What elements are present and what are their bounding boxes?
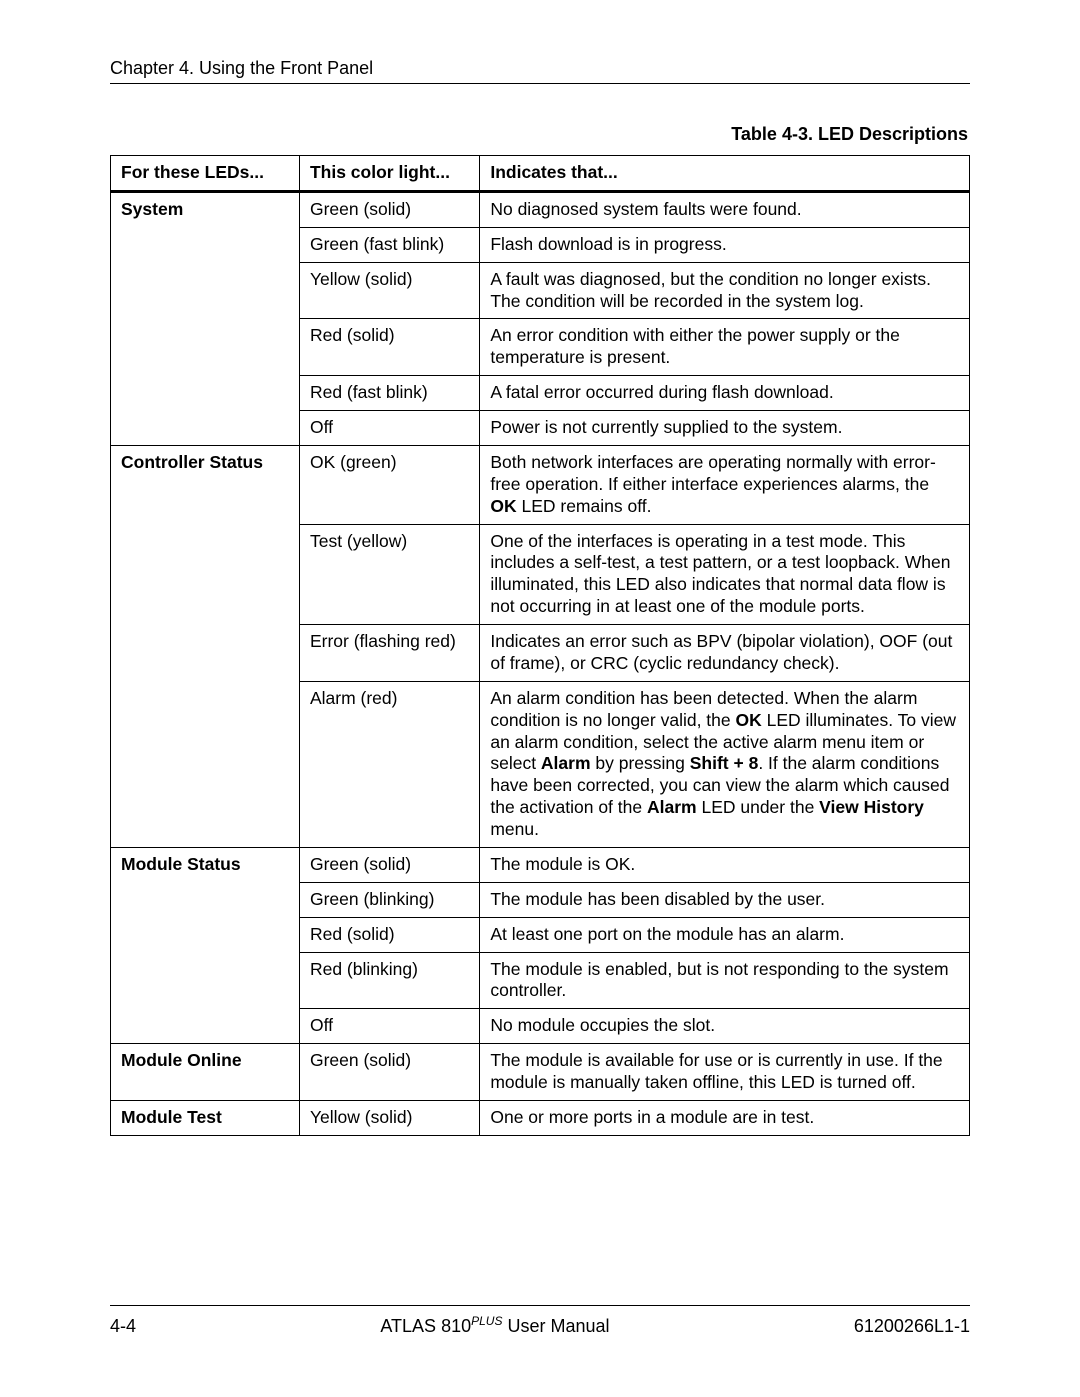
led-name-cell: Module Test (111, 1100, 300, 1135)
led-indicates-cell: The module is OK. (480, 847, 970, 882)
led-color-cell: Green (solid) (299, 1044, 479, 1101)
footer-title: ATLAS 810PLUS User Manual (136, 1314, 854, 1337)
chapter-header: Chapter 4. Using the Front Panel (110, 58, 970, 79)
table-row: SystemGreen (solid)No diagnosed system f… (111, 191, 970, 227)
document-page: Chapter 4. Using the Front Panel Table 4… (0, 0, 1080, 1136)
led-name-cell: Module Online (111, 1044, 300, 1101)
table-row: Module StatusGreen (solid)The module is … (111, 847, 970, 882)
led-indicates-cell: A fatal error occurred during flash down… (480, 376, 970, 411)
led-color-cell: Test (yellow) (299, 524, 479, 625)
table-header-row: For these LEDs... This color light... In… (111, 156, 970, 192)
led-name-cell: Module Status (111, 847, 300, 1043)
footer-page-number: 4-4 (110, 1316, 136, 1337)
led-indicates-cell: One of the interfaces is operating in a … (480, 524, 970, 625)
table-row: Module TestYellow (solid)One or more por… (111, 1100, 970, 1135)
led-indicates-cell: One or more ports in a module are in tes… (480, 1100, 970, 1135)
led-color-cell: Green (solid) (299, 191, 479, 227)
led-indicates-cell: The module is available for use or is cu… (480, 1044, 970, 1101)
led-color-cell: Yellow (solid) (299, 262, 479, 319)
led-color-cell: OK (green) (299, 445, 479, 524)
led-indicates-cell: The module has been disabled by the user… (480, 882, 970, 917)
led-indicates-cell: The module is enabled, but is not respon… (480, 952, 970, 1009)
col-header-led: For these LEDs... (111, 156, 300, 192)
led-color-cell: Green (solid) (299, 847, 479, 882)
led-color-cell: Alarm (red) (299, 681, 479, 847)
led-indicates-cell: Both network interfaces are operating no… (480, 445, 970, 524)
led-color-cell: Off (299, 411, 479, 446)
table-row: Controller StatusOK (green)Both network … (111, 445, 970, 524)
led-descriptions-table: For these LEDs... This color light... In… (110, 155, 970, 1136)
led-color-cell: Green (blinking) (299, 882, 479, 917)
led-indicates-cell: An alarm condition has been detected. Wh… (480, 681, 970, 847)
led-color-cell: Error (flashing red) (299, 625, 479, 682)
led-indicates-cell: Indicates an error such as BPV (bipolar … (480, 625, 970, 682)
led-indicates-cell: No diagnosed system faults were found. (480, 191, 970, 227)
led-indicates-cell: Power is not currently supplied to the s… (480, 411, 970, 446)
col-header-color: This color light... (299, 156, 479, 192)
led-color-cell: Red (blinking) (299, 952, 479, 1009)
led-color-cell: Off (299, 1009, 479, 1044)
led-name-cell: System (111, 191, 300, 445)
table-caption: Table 4-3. LED Descriptions (110, 124, 970, 145)
header-rule (110, 83, 970, 84)
led-indicates-cell: No module occupies the slot. (480, 1009, 970, 1044)
led-color-cell: Green (fast blink) (299, 227, 479, 262)
led-indicates-cell: Flash download is in progress. (480, 227, 970, 262)
col-header-indicates: Indicates that... (480, 156, 970, 192)
footer-docnum: 61200266L1-1 (854, 1316, 970, 1337)
led-color-cell: Yellow (solid) (299, 1100, 479, 1135)
led-name-cell: Controller Status (111, 445, 300, 847)
table-row: Module OnlineGreen (solid)The module is … (111, 1044, 970, 1101)
led-color-cell: Red (fast blink) (299, 376, 479, 411)
led-color-cell: Red (solid) (299, 319, 479, 376)
led-indicates-cell: At least one port on the module has an a… (480, 917, 970, 952)
led-color-cell: Red (solid) (299, 917, 479, 952)
led-indicates-cell: A fault was diagnosed, but the condition… (480, 262, 970, 319)
led-indicates-cell: An error condition with either the power… (480, 319, 970, 376)
page-footer: 4-4 ATLAS 810PLUS User Manual 61200266L1… (110, 1305, 970, 1337)
